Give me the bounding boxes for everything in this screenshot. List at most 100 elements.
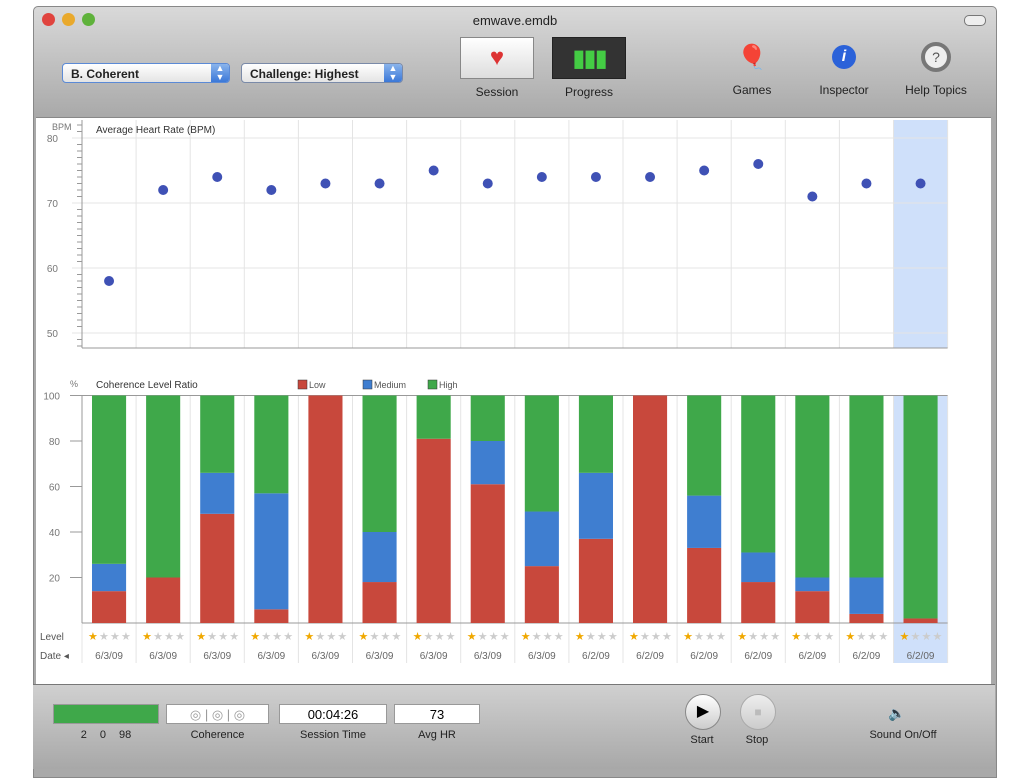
progress-charts: 50 60 70 80 BPM Average Heart Rate (BPM) 20 40 6… (40, 120, 949, 663)
bar-segment-low (470, 484, 505, 623)
minimize-button[interactable] (62, 13, 75, 26)
level-star-icon: ★ (175, 631, 185, 643)
level-star-icon: ★ (791, 631, 801, 643)
heart-rate-point (590, 172, 601, 182)
level-star-icon: ★ (500, 631, 510, 643)
close-button[interactable] (42, 13, 55, 26)
level-star-icon: ★ (532, 631, 542, 643)
user-select[interactable]: B. Coherent ▲ ▼ (62, 63, 230, 83)
bar-segment-high (578, 395, 613, 473)
legend-swatch-low (297, 379, 308, 390)
sound-toggle-label[interactable]: Sound On/Off (869, 729, 937, 741)
level-star-icon: ★ (478, 631, 488, 643)
session-button[interactable]: ♥ Session (452, 37, 542, 99)
coherence-label: Coherence (190, 729, 245, 741)
start-label: Start (690, 734, 714, 746)
help-topics-label: Help Topics (905, 83, 967, 97)
session-label: Session (475, 85, 519, 99)
date-label: 6/3/09 (474, 651, 502, 662)
level-star-icon: ★ (521, 631, 531, 643)
progress-view: 50 60 70 80 BPM Average Heart Rate (BPM) 20 40 6… (36, 117, 991, 684)
level-star-icon: ★ (392, 631, 402, 643)
heart-rate-point (482, 178, 493, 189)
bar-segment-high (470, 395, 505, 441)
bar-segment-medium (524, 511, 559, 567)
bar-segment-low (200, 513, 235, 623)
heart-rate-point (861, 178, 872, 189)
bar-segment-medium (200, 472, 235, 514)
session-time-label: Session Time (299, 729, 367, 741)
speaker-icon[interactable]: 🔈 (888, 705, 906, 721)
start-button[interactable]: ▶ (685, 694, 721, 730)
bar-segment-medium (362, 532, 397, 583)
stepper-arrows-icon: ▲ ▼ (384, 64, 402, 82)
chart-title: Average Heart Rate (BPM) (96, 125, 215, 136)
heart-rate-point (428, 165, 439, 176)
bar-segment-low (416, 438, 451, 623)
date-label: 6/2/09 (853, 651, 881, 662)
play-icon: ▶ (696, 703, 710, 720)
legend-swatch-high (427, 379, 438, 390)
level-star-icon: ★ (229, 631, 239, 643)
stepper-arrows-icon: ▲ ▼ (211, 64, 229, 82)
level-star-icon: ★ (435, 631, 445, 643)
games-button[interactable]: 🎈 Games (707, 37, 797, 98)
date-label: 6/3/09 (366, 651, 394, 662)
coherence-indicator: ◎ | ◎ | ◎ (166, 704, 269, 724)
level-star-icon: ★ (315, 631, 325, 643)
challenge-select[interactable]: Challenge: Highest ▲ ▼ (241, 63, 403, 83)
date-label-header: Date ◂ (40, 651, 69, 662)
bar-segment-low (849, 613, 884, 623)
bar-segment-low (578, 538, 613, 623)
level-star-icon: ★ (748, 631, 758, 643)
heart-rate-point (212, 172, 223, 182)
bar-segment-high (200, 395, 235, 473)
zoom-button[interactable] (82, 13, 95, 26)
level-star-icon: ★ (196, 631, 206, 643)
stop-label: Stop (745, 734, 769, 746)
inspector-button[interactable]: i Inspector (799, 37, 889, 97)
bar-segment-medium (92, 563, 127, 592)
level-star-icon: ★ (381, 631, 391, 643)
level-star-icon: ★ (261, 631, 271, 643)
heart-icon: ♥ (460, 37, 534, 79)
heart-rate-point (753, 159, 764, 169)
level-star-icon: ★ (662, 631, 672, 643)
avg-hr-label: Avg HR (418, 729, 456, 741)
level-star-icon: ★ (207, 631, 217, 643)
legend-label-medium: Medium (374, 380, 406, 390)
heart-rate-point (807, 191, 818, 202)
level-star-icon: ★ (597, 631, 607, 643)
date-label: 6/2/09 (744, 651, 772, 662)
level-star-icon: ★ (629, 631, 639, 643)
bar-segment-medium (795, 577, 830, 592)
bar-segment-low (308, 395, 343, 623)
help-topics-button[interactable]: ? Help Topics (891, 37, 981, 97)
bar-segment-low (92, 591, 127, 623)
level-star-icon: ★ (153, 631, 163, 643)
bar-segment-high (795, 395, 830, 578)
bar-segment-medium (687, 495, 722, 548)
level-star-icon: ★ (142, 631, 152, 643)
y-tick-label: 100 (43, 392, 60, 403)
heart-rate-point (699, 165, 710, 176)
bar-segment-high (849, 395, 884, 578)
toolbar-toggle-button[interactable] (964, 15, 986, 26)
heart-rate-point (374, 178, 385, 189)
level-star-icon: ★ (933, 631, 943, 643)
level-star-icon: ★ (586, 631, 596, 643)
session-time-value: 00:04:26 (279, 704, 387, 724)
level-star-icon: ★ (867, 631, 877, 643)
avg-hr-value: 73 (394, 704, 480, 724)
bar-segment-low (254, 609, 289, 623)
progress-button[interactable]: ▮▮▮ Progress (544, 37, 634, 99)
level-star-icon: ★ (424, 631, 434, 643)
bar-segment-low (795, 591, 830, 623)
y-tick-label: 60 (47, 264, 59, 275)
date-label: 6/3/09 (149, 651, 177, 662)
bar-segment-high (254, 395, 289, 494)
progress-label: Progress (564, 85, 614, 99)
date-label: 6/3/09 (528, 651, 556, 662)
stop-button[interactable]: ■ (740, 694, 776, 730)
level-star-icon: ★ (326, 631, 336, 643)
